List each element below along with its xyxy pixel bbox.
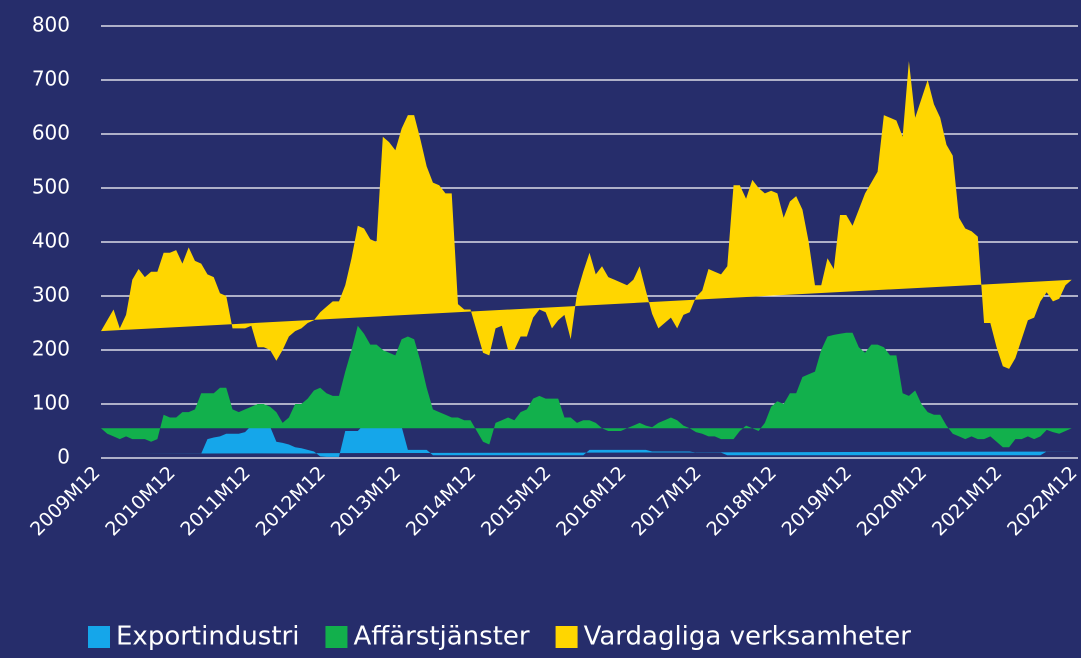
area bbox=[101, 424, 1072, 457]
legend-swatch bbox=[555, 626, 578, 648]
legend-swatch bbox=[325, 626, 348, 648]
y-tick-label: 0 bbox=[57, 445, 70, 469]
area bbox=[101, 325, 1072, 448]
y-tick-label: 800 bbox=[32, 13, 70, 37]
y-tick-label: 200 bbox=[32, 337, 70, 361]
legend-label: Vardagliga verksamheter bbox=[584, 622, 912, 652]
legend-label: Exportindustri bbox=[116, 622, 299, 652]
y-tick-label: 300 bbox=[32, 283, 70, 307]
y-tick-label: 700 bbox=[32, 67, 70, 91]
y-tick-label: 400 bbox=[32, 229, 70, 253]
legend-swatch bbox=[88, 626, 110, 648]
legend-label: Affärstjänster bbox=[353, 622, 529, 652]
y-tick-label: 500 bbox=[32, 175, 70, 199]
y-tick-label: 600 bbox=[32, 121, 70, 145]
y-tick-label: 100 bbox=[32, 391, 70, 415]
area bbox=[101, 61, 1072, 369]
